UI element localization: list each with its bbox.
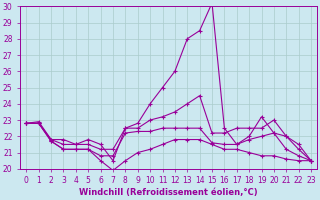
- X-axis label: Windchill (Refroidissement éolien,°C): Windchill (Refroidissement éolien,°C): [79, 188, 258, 197]
